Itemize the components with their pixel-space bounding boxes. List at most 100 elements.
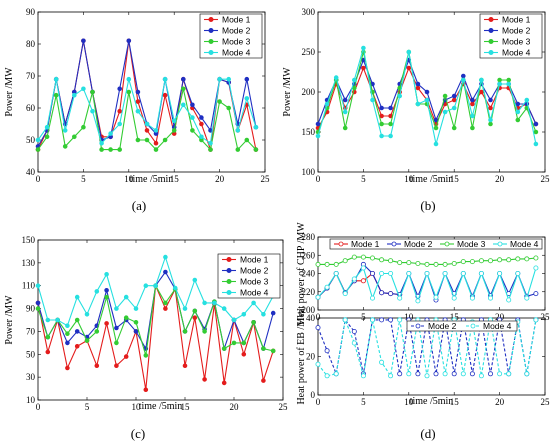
legend-label: Mode 2 bbox=[222, 26, 251, 36]
data-point bbox=[44, 134, 50, 140]
data-point bbox=[470, 113, 475, 119]
legend-swatch-marker bbox=[208, 39, 214, 44]
data-point bbox=[533, 129, 539, 135]
series-1 bbox=[315, 261, 539, 303]
data-point bbox=[488, 117, 493, 123]
data-point bbox=[469, 371, 475, 377]
data-point bbox=[217, 76, 222, 82]
data-point bbox=[324, 284, 330, 290]
data-point bbox=[212, 300, 217, 306]
data-point bbox=[202, 377, 207, 382]
data-point bbox=[515, 101, 521, 107]
x-tick-label: 20 bbox=[495, 312, 505, 322]
x-tick-label: 0 bbox=[36, 174, 41, 184]
x-tick-label: 25 bbox=[279, 402, 289, 412]
data-point bbox=[388, 105, 393, 111]
data-point bbox=[324, 101, 330, 107]
legend-label: Mode 4 bbox=[483, 321, 512, 331]
data-point bbox=[469, 259, 475, 265]
y-tick-label: 100 bbox=[302, 167, 316, 177]
data-point bbox=[99, 140, 104, 146]
data-point bbox=[451, 260, 457, 266]
data-point bbox=[497, 270, 503, 276]
data-point bbox=[351, 77, 357, 83]
data-point bbox=[104, 287, 109, 293]
data-point bbox=[94, 363, 100, 369]
series-line bbox=[37, 285, 274, 390]
y-tick-label: 30 bbox=[26, 372, 36, 382]
data-point bbox=[241, 311, 247, 317]
y-tick-label: 250 bbox=[302, 47, 316, 57]
legend-swatch-marker bbox=[488, 28, 494, 33]
caption-b: (b) bbox=[420, 198, 435, 213]
data-point bbox=[192, 315, 198, 321]
legend-label: Mode 2 bbox=[240, 266, 269, 276]
x-axis-label: time /5min bbox=[130, 174, 174, 185]
data-point bbox=[533, 317, 539, 323]
data-point bbox=[65, 365, 70, 371]
data-point bbox=[190, 128, 195, 133]
data-point bbox=[72, 92, 77, 98]
data-point bbox=[108, 131, 113, 136]
data-point bbox=[406, 49, 412, 55]
data-point bbox=[533, 265, 539, 271]
x-tick-label: 20 bbox=[495, 174, 505, 184]
data-point bbox=[162, 76, 168, 82]
data-point bbox=[244, 76, 250, 82]
data-point bbox=[342, 97, 348, 103]
data-point bbox=[433, 141, 439, 147]
data-point bbox=[388, 258, 394, 264]
data-point bbox=[379, 270, 385, 276]
plot-frame bbox=[37, 11, 266, 173]
data-point bbox=[433, 261, 439, 267]
x-tick-label: 15 bbox=[170, 174, 180, 184]
data-point bbox=[388, 317, 394, 323]
data-point bbox=[533, 121, 539, 127]
data-point bbox=[497, 371, 503, 377]
y-tick-label: 220 bbox=[302, 287, 316, 297]
data-point bbox=[406, 270, 412, 276]
caption-c: (c) bbox=[131, 426, 145, 441]
legend-box bbox=[406, 320, 518, 332]
data-point bbox=[221, 346, 227, 351]
data-point bbox=[163, 306, 168, 311]
legend-label: Mode 4 bbox=[222, 48, 251, 58]
y-axis-label: Power /MW bbox=[4, 295, 15, 345]
data-point bbox=[333, 261, 339, 267]
data-point bbox=[424, 261, 430, 267]
data-point bbox=[451, 93, 457, 99]
data-point bbox=[488, 121, 493, 127]
data-point bbox=[251, 319, 256, 325]
data-point bbox=[460, 77, 466, 83]
data-point bbox=[171, 118, 177, 124]
y-tick-label: 300 bbox=[302, 7, 316, 17]
data-point bbox=[460, 371, 466, 377]
data-point bbox=[190, 102, 195, 108]
data-point bbox=[163, 300, 168, 306]
data-point bbox=[315, 325, 321, 331]
data-point bbox=[99, 147, 104, 152]
x-tick-label: 15 bbox=[181, 402, 191, 412]
series-3 bbox=[35, 254, 276, 329]
legend-label: Mode 4 bbox=[240, 288, 269, 298]
data-point bbox=[45, 334, 51, 340]
x-tick-label: 0 bbox=[316, 397, 321, 407]
x-tick-label: 20 bbox=[230, 402, 240, 412]
data-point bbox=[533, 141, 539, 147]
data-point bbox=[361, 65, 366, 71]
y-tick-label: 110 bbox=[22, 281, 36, 291]
data-point bbox=[55, 317, 60, 323]
y-tick-label: 40 bbox=[26, 167, 36, 177]
y-tick-label: 90 bbox=[26, 7, 36, 17]
data-point bbox=[143, 283, 149, 289]
legend-swatch-marker bbox=[226, 257, 232, 262]
data-point bbox=[487, 371, 493, 377]
data-point bbox=[135, 99, 141, 104]
data-point bbox=[415, 298, 421, 304]
x-tick-label: 5 bbox=[361, 174, 366, 184]
data-point bbox=[181, 102, 186, 108]
y-tick-label: 40 bbox=[306, 313, 316, 323]
data-point bbox=[360, 278, 366, 284]
x-tick-label: 10 bbox=[404, 312, 414, 322]
